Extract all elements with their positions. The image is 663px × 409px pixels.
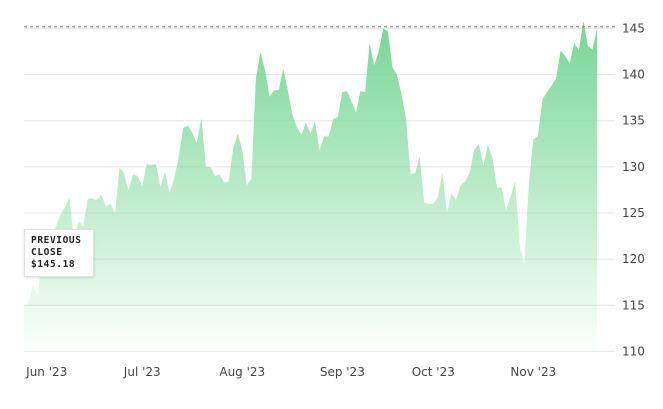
x-tick-label: Nov '23 <box>510 365 556 379</box>
x-tick-label: Oct '23 <box>412 365 455 379</box>
annotation-line-3: $145.18 <box>31 259 76 270</box>
price-area <box>24 21 597 356</box>
y-tick-label: 135 <box>622 114 645 128</box>
annotation-line-1: PREVIOUS <box>31 235 82 246</box>
y-tick-label: 120 <box>622 252 645 266</box>
x-tick-label: Jul '23 <box>123 365 161 379</box>
y-tick-label: 125 <box>622 206 645 220</box>
y-tick-label: 130 <box>622 160 645 174</box>
x-axis-labels: Jun '23 Jul '23 Aug '23 Sep '23 Oct '23 Nov '… <box>25 365 556 379</box>
y-tick-label: 145 <box>622 21 645 35</box>
x-tick-label: Aug '23 <box>219 365 265 379</box>
y-axis-labels: 110 115 120 125 130 135 140 145 <box>622 21 645 358</box>
previous-close-annotation: PREVIOUS CLOSE $145.18 <box>24 229 94 277</box>
x-tick-label: Jun '23 <box>25 365 67 379</box>
y-tick-label: 110 <box>622 344 645 358</box>
y-tick-label: 140 <box>622 68 645 82</box>
y-tick-label: 115 <box>622 298 645 312</box>
annotation-line-2: CLOSE <box>31 247 63 258</box>
x-tick-label: Sep '23 <box>320 365 365 379</box>
